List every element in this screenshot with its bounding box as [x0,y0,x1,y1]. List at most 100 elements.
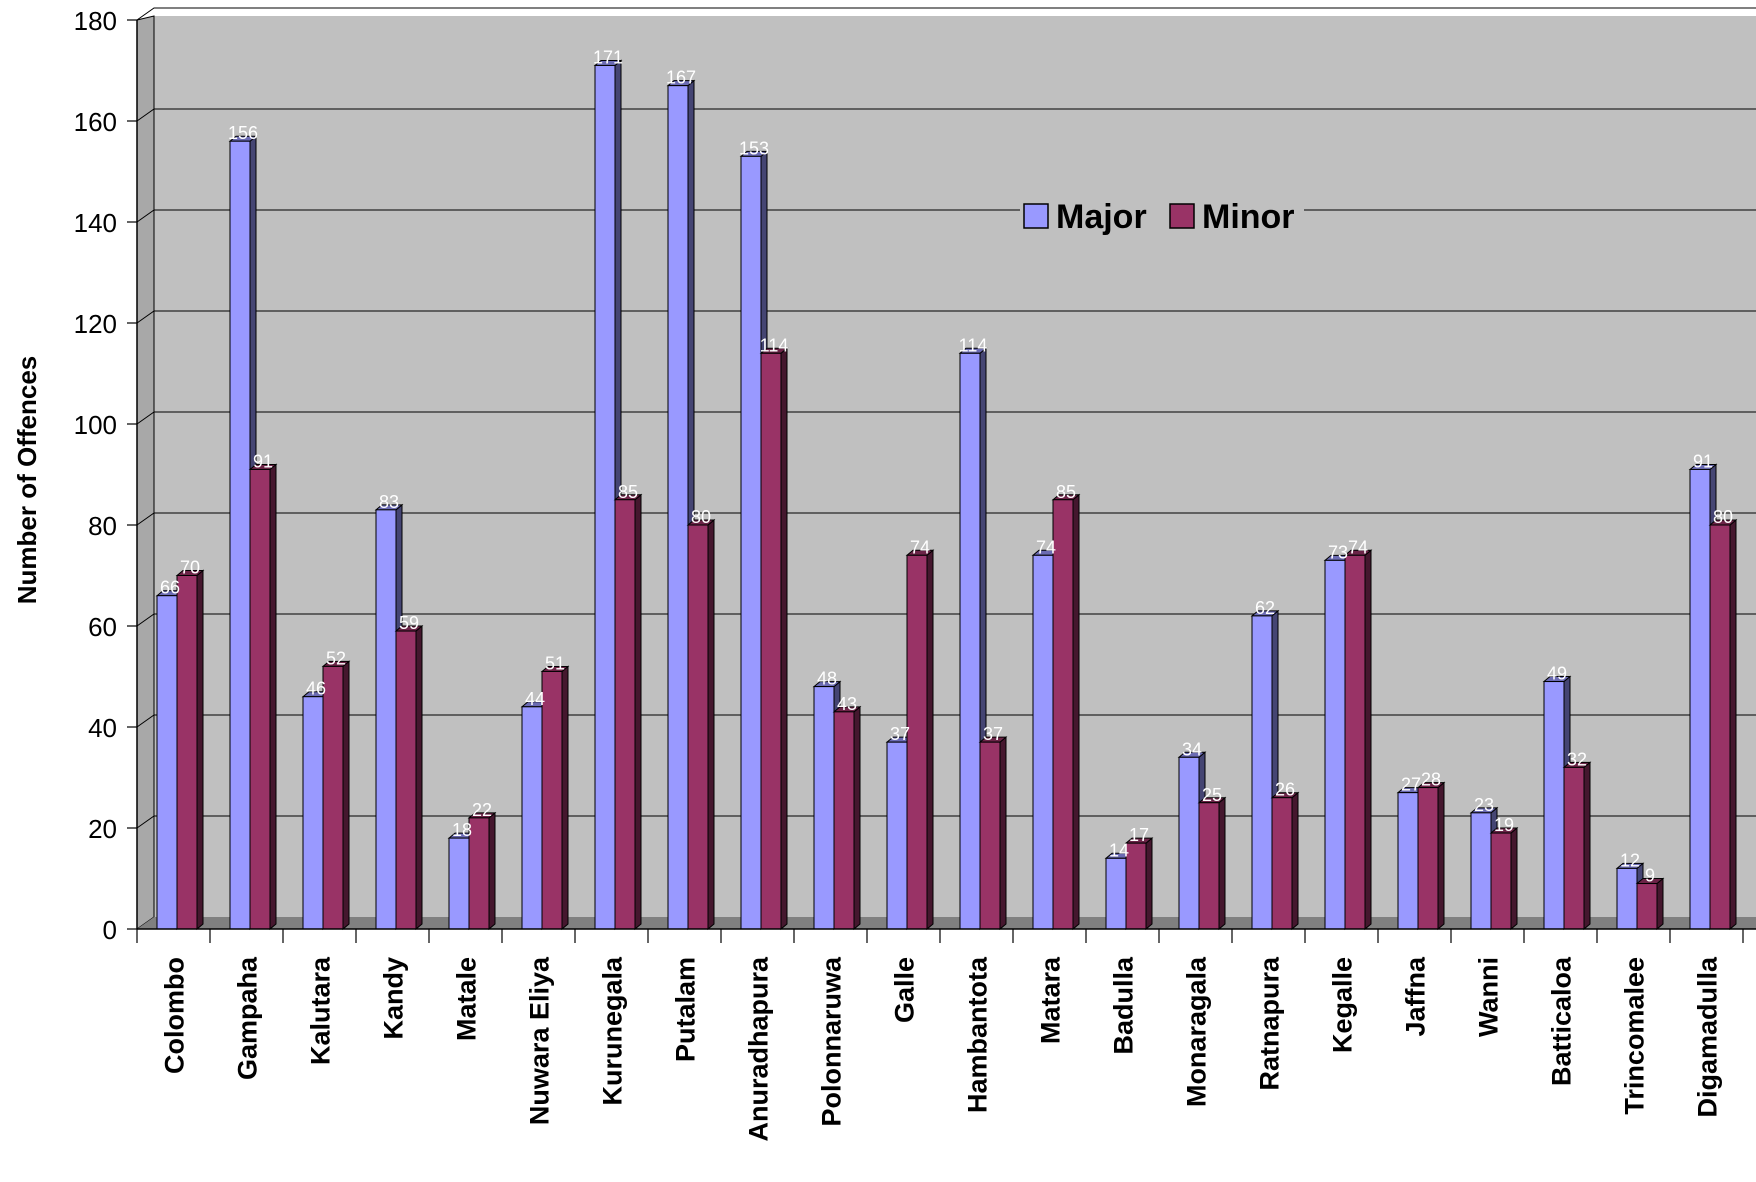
gridline [136,310,1756,324]
legend-label-major: Major [1056,198,1147,236]
bar-minor-side [853,705,861,931]
bar-minor-side [1656,877,1664,931]
legend-label-minor: Minor [1202,198,1295,236]
data-label-minor: 43 [837,694,857,714]
y-tick-label: 0 [103,915,117,945]
bar-major [740,155,762,930]
x-tick-label: Jaffna [1401,956,1431,1037]
data-label-minor: 85 [618,482,638,502]
bar-minor [760,352,782,930]
x-tick-label: Ratnapura [1255,956,1285,1091]
bar-minor-side [1729,518,1737,931]
data-label-major: 73 [1328,542,1348,562]
bar-minor-side [1510,826,1518,931]
x-tick-label: Nuwara Eliya [525,956,555,1125]
bar-major [521,706,543,930]
bar-minor-side [1437,781,1445,931]
bar-minor [687,524,709,930]
bar-major [594,64,616,930]
data-label-minor: 9 [1645,866,1655,886]
bar-major [1178,756,1200,930]
bar-minor [1271,797,1293,930]
data-label-minor: 80 [691,507,711,527]
bar-minor-side [196,569,204,931]
y-tick-label: 40 [88,713,117,743]
data-label-major: 114 [959,335,988,355]
data-label-major: 18 [452,820,472,840]
bar-major [1251,615,1273,930]
bar-minor [322,665,344,930]
bar-major [229,140,251,930]
bar-major [667,85,689,930]
bar-minor-side [561,665,569,931]
x-tick-label: Batticaloa [1547,956,1577,1086]
bar-minor-side [342,660,350,931]
data-label-minor: 114 [760,335,789,355]
data-label-major: 12 [1620,850,1640,870]
x-tick-label: Anuradhapura [744,956,774,1142]
data-label-minor: 52 [326,648,346,668]
x-tick-label: Trincomalee [1620,957,1650,1115]
data-label-major: 49 [1547,664,1567,684]
data-label-major: 66 [160,578,180,598]
bar-minor [1709,524,1731,930]
data-label-major: 23 [1474,795,1494,815]
x-tick-label: Kalutara [306,956,336,1065]
y-tick-label: 60 [88,612,117,642]
legend-swatch-major [1023,203,1049,229]
gridline [136,714,1756,728]
gridline [136,7,1756,21]
bar-major [1616,867,1638,930]
bar-major [1032,554,1054,930]
y-tick-label: 100 [74,410,117,440]
gridline [136,411,1756,425]
x-tick-label: Kandy [379,957,409,1040]
data-label-major: 156 [228,123,258,143]
bar-minor-side [780,347,788,931]
bar-major [1543,681,1565,930]
data-label-minor: 26 [1275,780,1295,800]
bar-major [448,837,470,930]
bar-minor [1198,802,1220,930]
x-tick-label: Badulla [1109,956,1139,1055]
bar-minor-side [1145,837,1153,931]
bar-major [1397,792,1419,930]
data-label-minor: 37 [983,724,1003,744]
data-label-major: 14 [1109,840,1129,860]
bar-minor [249,468,271,930]
gridline [136,613,1756,627]
bar-minor-side [269,463,277,931]
data-label-minor: 32 [1567,749,1587,769]
data-label-minor: 19 [1494,815,1514,835]
data-label-minor: 85 [1056,482,1076,502]
x-tick-label: Kurunegala [598,956,628,1106]
plot-side-wall [136,15,155,930]
x-tick-label: Polonnaruwa [817,956,847,1126]
data-label-major: 27 [1401,775,1421,795]
data-label-minor: 22 [472,800,492,820]
data-label-minor: 80 [1713,507,1733,527]
data-label-minor: 70 [180,558,200,578]
bar-minor [1417,787,1439,930]
x-tick-label: Colombo [160,957,190,1074]
bar-minor-side [1218,796,1226,931]
bar-minor [1563,766,1585,930]
bar-minor [1490,832,1512,930]
y-tick-label: 180 [74,6,117,36]
legend: Major Minor [1020,196,1304,240]
data-label-major: 46 [306,679,326,699]
data-label-major: 91 [1693,451,1713,471]
gridline [136,512,1756,526]
bar-minor-side [707,518,715,931]
data-label-major: 167 [666,68,696,88]
legend-box [1020,196,1304,240]
y-tick-label: 20 [88,814,117,844]
bar-minor [176,575,198,930]
bar-minor [833,711,855,930]
bar-major [1105,857,1127,930]
x-tick-label: Galle [890,957,920,1023]
x-tick-label: Wanni [1474,957,1504,1037]
data-label-major: 44 [525,689,545,709]
data-label-minor: 59 [399,613,419,633]
